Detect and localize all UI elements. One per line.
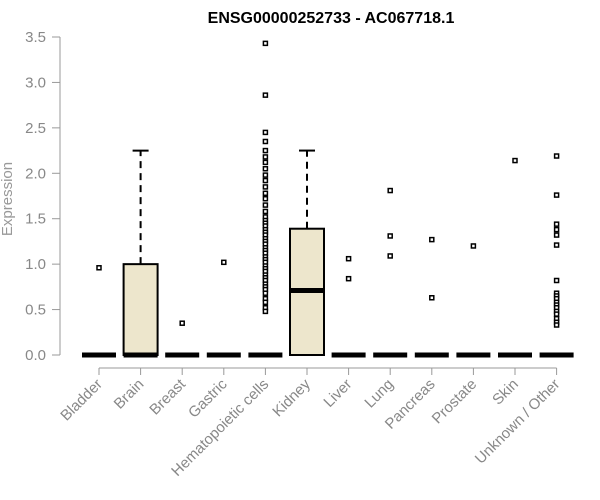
outlier-point	[553, 277, 560, 284]
outlier-point	[553, 242, 560, 248]
y-tick-label: 1.5	[25, 211, 46, 228]
x-tick-label: Brain	[111, 376, 148, 413]
outlier-point	[262, 138, 269, 145]
outlier-point	[262, 202, 269, 208]
outlier-point	[553, 153, 560, 159]
box-kidney	[289, 149, 325, 356]
y-tick-label: 0.0	[25, 347, 46, 364]
outlier-point	[553, 311, 560, 317]
outlier-point	[553, 221, 560, 227]
outlier-point	[262, 159, 269, 166]
outlier-point	[262, 40, 269, 47]
outlier-point	[221, 259, 227, 266]
box-skin	[498, 157, 532, 358]
box-lung	[373, 187, 408, 358]
outlier-point	[262, 129, 269, 136]
y-axis-label: Expression	[0, 162, 16, 236]
outlier-point	[262, 92, 269, 98]
box-body	[122, 263, 159, 356]
box-bladder	[82, 265, 116, 358]
outlier-point	[262, 190, 269, 197]
box-unknown-other	[539, 153, 574, 358]
box-pancreas	[414, 236, 449, 358]
box-liver	[331, 255, 366, 358]
outlier-point	[512, 157, 518, 164]
outlier-point	[429, 295, 435, 301]
outlier-point	[553, 232, 560, 238]
x-tick-label: Bladder	[57, 376, 106, 425]
plot-area	[82, 40, 574, 358]
x-tick-label: Kidney	[269, 375, 314, 420]
outlier-point	[96, 265, 102, 271]
outlier-point	[262, 195, 269, 202]
outlier-point	[470, 243, 477, 249]
outlier-point	[387, 233, 393, 239]
outlier-point	[262, 290, 269, 296]
y-tick-label: 2.5	[25, 120, 46, 137]
x-tick-label: Prostate	[429, 376, 481, 428]
outlier-point	[179, 320, 185, 326]
box-hematopoietic-cells	[248, 40, 283, 358]
outlier-point	[262, 208, 269, 215]
outlier-point	[429, 236, 435, 243]
x-tick-label: Lung	[361, 376, 397, 412]
x-tick-label: Liver	[320, 376, 355, 411]
y-tick-label: 3.5	[25, 29, 46, 46]
outlier-point	[262, 147, 269, 154]
box-prostate	[456, 243, 491, 358]
y-axis: 0.0 0.5 1.0 1.5 2.0 2.5 3.0 3.5	[25, 29, 61, 364]
x-tick-label: Skin	[489, 376, 522, 409]
y-tick-label: 1.0	[25, 256, 46, 273]
outlier-point	[387, 253, 393, 259]
outlier-point	[262, 165, 269, 172]
outlier-point	[387, 187, 393, 194]
y-tick-label: 3.0	[25, 74, 46, 91]
outlier-point	[262, 172, 269, 178]
outlier-point	[262, 299, 269, 306]
outlier-point	[553, 322, 560, 328]
box-breast	[165, 320, 200, 358]
box-gastric	[206, 259, 241, 358]
outlier-point	[262, 184, 269, 190]
outlier-point	[345, 255, 352, 262]
y-tick-label: 2.0	[25, 165, 46, 182]
x-tick-label: Breast	[146, 375, 189, 418]
outlier-point	[553, 192, 560, 198]
outlier-point	[262, 177, 269, 184]
outlier-point	[345, 275, 352, 282]
box-brain	[122, 149, 159, 358]
y-tick-label: 0.5	[25, 302, 46, 319]
outlier-point	[553, 226, 560, 233]
chart-title: ENSG00000252733 - AC067718.1	[208, 10, 455, 27]
outlier-point	[262, 154, 269, 160]
outlier-point	[262, 308, 269, 315]
